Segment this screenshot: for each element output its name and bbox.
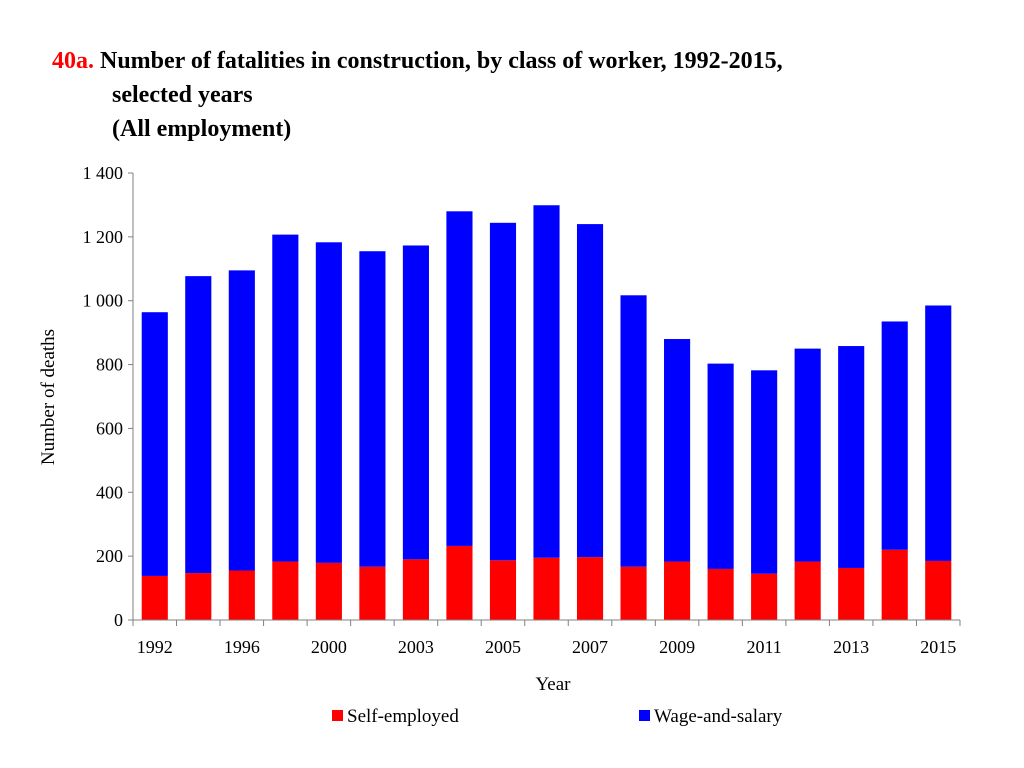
legend-self-employed-swatch [332, 710, 343, 721]
bar-wage-and-salary-2015 [925, 305, 952, 561]
title-line-3: (All employment) [112, 116, 292, 142]
y-tick-label-200: 200 [96, 546, 123, 566]
legend-wage-and-salary-label: Wage-and-salary [654, 706, 783, 727]
x-tick-label-2003: 2003 [398, 637, 434, 657]
bar-self-employed-2002 [359, 566, 386, 620]
bar-self-employed-2009 [664, 561, 691, 620]
bar-self-employed-2014 [881, 549, 908, 620]
x-tick-label-2005: 2005 [485, 637, 521, 657]
x-tick-label-2000: 2000 [311, 637, 347, 657]
bar-wage-and-salary-2000 [315, 242, 342, 563]
bar-wage-and-salary-1998 [272, 234, 299, 562]
y-tick-label-600: 600 [96, 418, 123, 438]
x-tick-label-2009: 2009 [659, 637, 695, 657]
legend-wage-and-salary-swatch [639, 710, 650, 721]
bar-self-employed-2004 [446, 545, 473, 620]
title-line-1: 40a. Number of fatalities in constructio… [52, 44, 783, 78]
bar-self-employed-2003 [402, 559, 429, 620]
x-tick-label-2015: 2015 [920, 637, 956, 657]
bar-self-employed-2000 [315, 562, 342, 620]
bar-wage-and-salary-2004 [446, 211, 473, 546]
bar-wage-and-salary-1992 [141, 312, 168, 576]
bar-self-employed-2008 [620, 566, 647, 620]
bar-wage-and-salary-2005 [489, 222, 517, 561]
bar-self-employed-2005 [489, 560, 517, 620]
bar-self-employed-2013 [838, 567, 865, 620]
plot-area: 0 200 400 600 800 1 000 1 200 1 400 1992 1996 2000… [38, 163, 961, 727]
bar-wage-and-salary-2014 [881, 321, 908, 550]
bar-wage-and-salary-2011 [751, 370, 778, 574]
x-tick-label-2011: 2011 [746, 637, 781, 657]
bar-self-employed-2007 [576, 557, 604, 620]
x-tick-label-2013: 2013 [833, 637, 869, 657]
bar-wage-and-salary-1996 [228, 270, 255, 571]
bar-wage-and-salary-2007 [576, 224, 604, 558]
bar-wage-and-salary-2002 [359, 251, 386, 567]
x-tick-label-2007: 2007 [572, 637, 608, 657]
bar-self-employed-2012 [794, 561, 821, 620]
y-tick-label-400: 400 [96, 482, 123, 502]
bar-wage-and-salary-2010 [707, 363, 734, 569]
y-tick-label-1200: 1 200 [83, 227, 124, 247]
bar-wage-and-salary-1994 [185, 276, 212, 574]
y-tick-label-1000: 1 000 [83, 291, 124, 311]
bar-self-employed-2015 [925, 560, 952, 620]
y-tick-label-800: 800 [96, 355, 123, 375]
x-axis-label: Year [535, 674, 571, 695]
bar-wage-and-salary-2008 [620, 295, 647, 567]
bar-wage-and-salary-2013 [838, 346, 865, 568]
bar-wage-and-salary-2009 [664, 339, 691, 562]
y-axis-label: Number of deaths [38, 329, 59, 465]
bar-self-employed-2006 [533, 557, 560, 620]
bar-wage-and-salary-2012 [794, 348, 821, 562]
bar-self-employed-1992 [141, 575, 168, 620]
title-prefix: 40a. [52, 48, 94, 74]
bar-self-employed-2011 [751, 573, 778, 620]
bar-wage-and-salary-2006 [533, 205, 560, 558]
x-tick-label-1996: 1996 [224, 637, 260, 657]
title-text: Number of fatalities in construction, by… [100, 48, 783, 74]
bar-self-employed-2010 [707, 568, 734, 620]
y-tick-label-0: 0 [114, 610, 123, 630]
bar-self-employed-1998 [272, 561, 299, 620]
x-tick-label-1992: 1992 [137, 637, 173, 657]
bar-wage-and-salary-2003 [402, 245, 429, 560]
y-tick-label-1400: 1 400 [83, 163, 124, 183]
legend-self-employed-label: Self-employed [347, 706, 459, 727]
title-line-2: selected years [112, 82, 253, 108]
bar-self-employed-1994 [185, 573, 212, 620]
bar-self-employed-1996 [228, 570, 255, 620]
chart-title: 40a. Number of fatalities in constructio… [52, 44, 783, 146]
